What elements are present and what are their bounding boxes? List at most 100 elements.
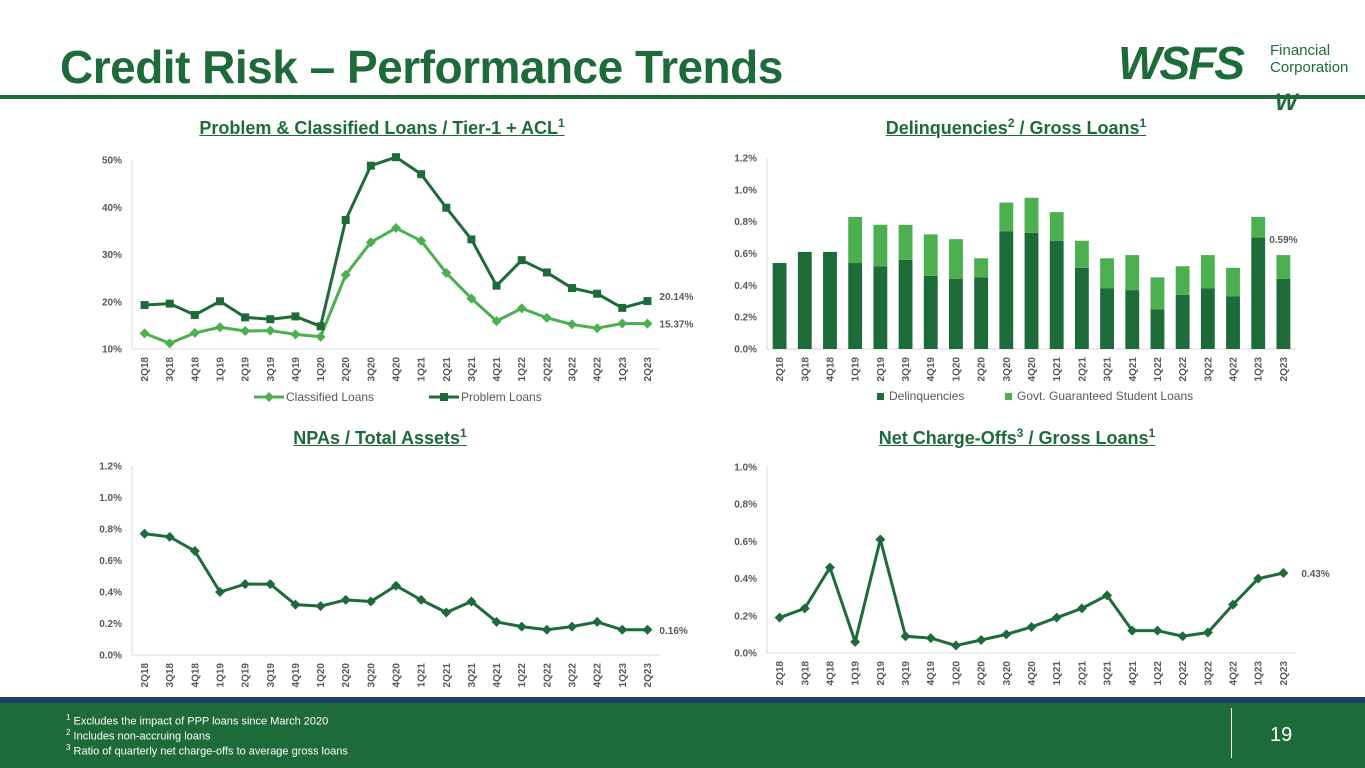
legend-label: Problem Loans (461, 390, 542, 404)
x-tick-label: 3Q20 (1002, 357, 1013, 382)
x-tick-label: 3Q22 (568, 663, 579, 688)
x-tick-label: 3Q20 (366, 663, 377, 688)
x-tick-label: 1Q23 (618, 357, 629, 382)
x-tick-label: 2Q19 (876, 357, 887, 382)
data-point (517, 256, 526, 265)
chart-title-sup: 2 (1007, 116, 1015, 130)
data-point (466, 293, 477, 304)
data-point (1152, 625, 1163, 636)
y-tick-label: 0.2% (734, 611, 757, 622)
chart-title-sup: 3 (1016, 426, 1024, 440)
x-tick-label: 1Q20 (951, 357, 962, 382)
data-point (466, 596, 477, 607)
legend-swatch (1005, 393, 1012, 400)
y-tick-label: 1.0% (734, 463, 757, 474)
logo-w-mark: W (1275, 89, 1298, 116)
bar-delinquencies (1074, 267, 1089, 349)
legend-label: Classified Loans (286, 390, 374, 404)
y-tick-label: 0.6% (99, 556, 122, 567)
x-tick-label: 2Q22 (542, 663, 553, 688)
data-point (491, 316, 502, 327)
x-tick-label: 4Q22 (1229, 661, 1240, 686)
x-tick-label: 4Q20 (1027, 357, 1038, 382)
data-point (541, 312, 552, 323)
x-tick-label: 2Q19 (241, 663, 252, 688)
data-point (976, 634, 987, 645)
data-point (315, 331, 326, 342)
x-tick-label: 1Q21 (417, 663, 428, 688)
bar-delinquencies (1150, 309, 1165, 349)
bar-delinquencies (898, 259, 913, 349)
x-tick-label: 4Q21 (492, 357, 503, 382)
chart-title-delinquencies: Delinquencies2 / Gross Loans1 (886, 116, 1146, 139)
data-point (341, 216, 350, 225)
bar-student-loans (1175, 266, 1190, 295)
bar-delinquencies (1024, 232, 1039, 349)
x-tick-label: 4Q21 (1128, 357, 1139, 382)
data-point (366, 161, 375, 170)
data-point (190, 310, 199, 319)
x-tick-label: 3Q18 (165, 357, 176, 382)
data-point (215, 322, 225, 333)
data-label: 20.14% (659, 292, 693, 303)
x-tick-label: 4Q18 (190, 357, 201, 382)
data-point (950, 640, 961, 651)
data-point (340, 269, 351, 280)
data-point (900, 631, 911, 642)
y-tick-label: 0.4% (99, 588, 122, 599)
data-point (642, 318, 653, 329)
data-point (391, 223, 401, 234)
data-point (165, 299, 174, 308)
bar-delinquencies (1100, 288, 1114, 349)
footnote-text: Ratio of quarterly net charge-offs to av… (73, 745, 348, 758)
x-tick-label: 2Q23 (643, 357, 654, 382)
data-point (315, 601, 326, 612)
y-tick-label: 1.0% (734, 185, 757, 196)
x-tick-label: 2Q23 (643, 663, 654, 688)
x-tick-label: 1Q19 (851, 357, 862, 382)
data-point (617, 624, 628, 635)
title-rule (0, 95, 1365, 99)
bar-student-loans (898, 224, 913, 260)
bar-delinquencies (1251, 237, 1266, 349)
data-point (567, 319, 577, 330)
data-point (593, 289, 602, 298)
x-tick-label: 4Q20 (392, 357, 403, 382)
data-point (592, 616, 603, 627)
bar-student-loans (1100, 258, 1114, 289)
x-tick-label: 2Q18 (775, 357, 786, 382)
chart-title-text: NPAs / Total Assets (293, 428, 461, 448)
x-tick-label: 2Q23 (1279, 357, 1290, 382)
x-tick-label: 1Q23 (1254, 661, 1265, 686)
bar-student-loans (1049, 212, 1064, 241)
footer-stripe (0, 697, 1365, 703)
data-point (875, 534, 886, 545)
y-tick-label: 1.2% (734, 154, 757, 165)
logo-wordmark: WSFS (1118, 37, 1245, 89)
x-tick-label: 4Q21 (1128, 661, 1139, 686)
x-tick-label: 2Q21 (1077, 661, 1088, 686)
data-point (774, 612, 785, 623)
data-point (189, 327, 200, 338)
data-point (189, 546, 200, 557)
bar-student-loans (873, 224, 888, 267)
y-tick-label: 0.0% (734, 649, 757, 660)
x-tick-label: 3Q18 (800, 357, 811, 382)
bar-student-loans (1276, 255, 1291, 279)
x-tick-label: 4Q20 (392, 663, 403, 688)
footnote-text: Excludes the impact of PPP loans since M… (73, 715, 329, 728)
x-tick-label: 3Q18 (800, 661, 811, 686)
y-tick-label: 0.8% (734, 500, 757, 511)
x-tick-label: 4Q20 (1027, 661, 1038, 686)
x-tick-label: 4Q19 (926, 357, 937, 382)
y-tick-label: 0.6% (734, 537, 757, 548)
data-point (1102, 590, 1113, 601)
x-tick-label: 2Q22 (542, 357, 553, 382)
footer (0, 703, 1365, 768)
data-point (265, 579, 276, 590)
x-tick-label: 1Q20 (951, 661, 962, 686)
bar-delinquencies (923, 275, 938, 349)
